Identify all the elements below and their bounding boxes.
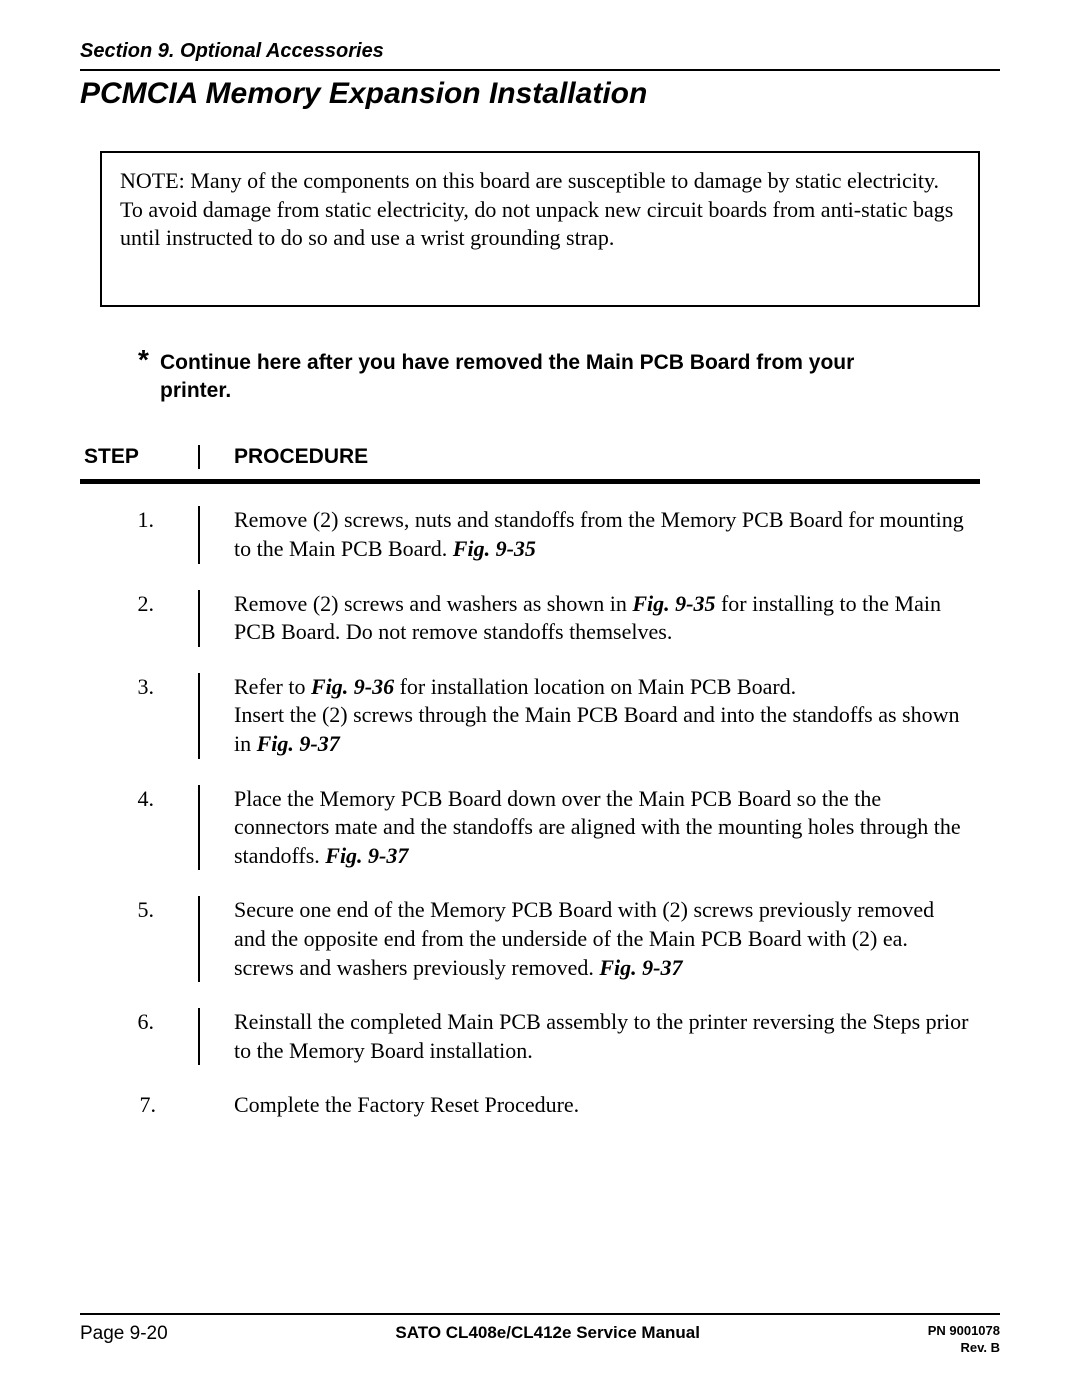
text-span: Remove (2) screws and washers as shown i… bbox=[234, 591, 632, 616]
footer-manual-title: SATO CL408e/CL412e Service Manual bbox=[168, 1323, 928, 1343]
table-row: 6. Reinstall the completed Main PCB assem… bbox=[80, 1008, 980, 1065]
table-row: 2. Remove (2) screws and washers as shown… bbox=[80, 590, 980, 647]
footer-pn: PN 9001078 Rev. B bbox=[928, 1323, 1000, 1357]
footer-pn-number: PN 9001078 bbox=[928, 1323, 1000, 1340]
step-text: Complete the Factory Reset Procedure. bbox=[200, 1091, 980, 1120]
text-span: Reinstall the completed Main PCB assembl… bbox=[234, 1009, 968, 1063]
col-header-procedure: PROCEDURE bbox=[200, 445, 980, 469]
table-rule bbox=[80, 479, 980, 484]
text-span: Remove (2) screws, nuts and standoffs fr… bbox=[234, 507, 964, 561]
table-row: 5. Secure one end of the Memory PCB Board… bbox=[80, 896, 980, 982]
table-row: 4.Place the Memory PCB Board down over t… bbox=[80, 785, 980, 871]
page: Section 9. Optional Accessories PCMCIA M… bbox=[0, 0, 1080, 1397]
procedure-table: STEP PROCEDURE 1. Remove (2) screws, nuts… bbox=[80, 445, 980, 1120]
table-row: 7. Complete the Factory Reset Procedure. bbox=[80, 1091, 980, 1120]
table-body: 1. Remove (2) screws, nuts and standoffs … bbox=[80, 506, 980, 1120]
table-header-row: STEP PROCEDURE bbox=[80, 445, 980, 479]
step-text: Refer to Fig. 9-36 for installation loca… bbox=[200, 673, 980, 759]
table-row: 3.Refer to Fig. 9-36 for installation lo… bbox=[80, 673, 980, 759]
step-number: 2. bbox=[80, 590, 200, 647]
page-footer: Page 9-20 SATO CL408e/CL412e Service Man… bbox=[80, 1313, 1000, 1357]
step-text: Place the Memory PCB Board down over the… bbox=[200, 785, 980, 871]
step-number: 3. bbox=[80, 673, 200, 759]
step-text: Secure one end of the Memory PCB Board w… bbox=[200, 896, 980, 982]
step-number: 1. bbox=[80, 506, 200, 563]
step-text: Remove (2) screws and washers as shown i… bbox=[200, 590, 980, 647]
step-number: 4. bbox=[80, 785, 200, 871]
step-text: Remove (2) screws, nuts and standoffs fr… bbox=[200, 506, 980, 563]
step-number: 5. bbox=[80, 896, 200, 982]
text-span: Refer to bbox=[234, 674, 311, 699]
section-header: Section 9. Optional Accessories bbox=[80, 40, 1000, 71]
step-text: Reinstall the completed Main PCB assembl… bbox=[200, 1008, 980, 1065]
footer-rev: Rev. B bbox=[928, 1340, 1000, 1357]
figure-reference: Fig. 9-37 bbox=[257, 731, 340, 756]
step-number: 7. bbox=[80, 1091, 200, 1120]
continue-text: Continue here after you have removed the… bbox=[160, 351, 854, 402]
footer-page-number: Page 9-20 bbox=[80, 1323, 168, 1345]
page-title: PCMCIA Memory Expansion Installation bbox=[80, 77, 1000, 111]
figure-reference: Fig. 9-36 bbox=[311, 674, 394, 699]
col-header-step: STEP bbox=[80, 445, 200, 469]
table-row: 1. Remove (2) screws, nuts and standoffs … bbox=[80, 506, 980, 563]
asterisk-icon: * bbox=[138, 341, 149, 379]
text-span: Secure one end of the Memory PCB Board w… bbox=[234, 897, 934, 979]
figure-reference: Fig. 9-35 bbox=[632, 591, 715, 616]
note-box: NOTE: Many of the components on this boa… bbox=[100, 151, 980, 307]
step-number: 6. bbox=[80, 1008, 200, 1065]
figure-reference: Fig. 9-37 bbox=[599, 955, 682, 980]
continue-note: * Continue here after you have removed t… bbox=[160, 349, 900, 406]
figure-reference: Fig. 9-37 bbox=[325, 843, 408, 868]
figure-reference: Fig. 9-35 bbox=[453, 536, 536, 561]
text-span: Complete the Factory Reset Procedure. bbox=[234, 1092, 579, 1117]
